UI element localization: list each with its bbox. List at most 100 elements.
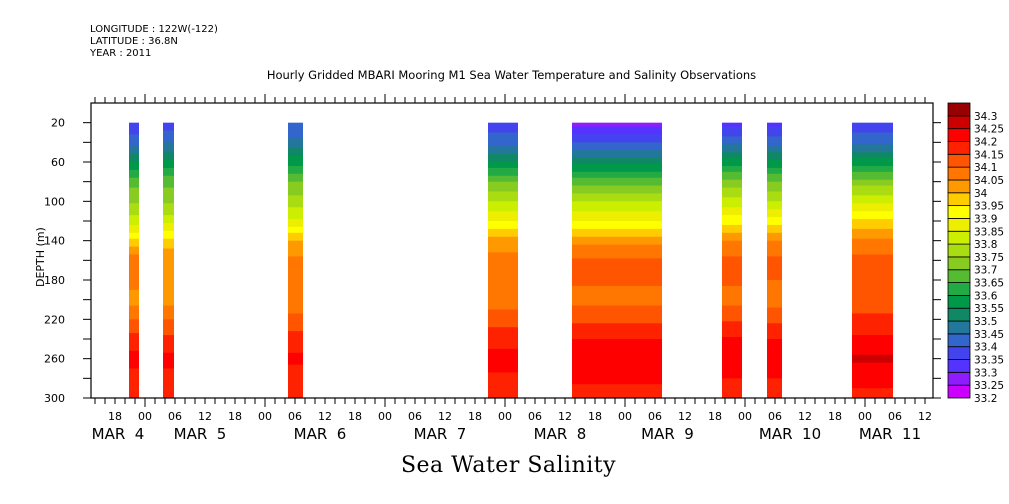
salinity-cell (572, 270, 662, 273)
colorbar-swatch (947, 282, 971, 296)
salinity-cell (722, 311, 742, 314)
colorbar-label: 34.25 (974, 124, 1004, 136)
salinity-cell (722, 211, 742, 214)
salinity-cell (722, 209, 742, 212)
salinity-cell (572, 350, 662, 354)
x-hour-label: 06 (528, 410, 542, 423)
salinity-cell (288, 232, 303, 236)
x-date-label: MAR 10 (759, 425, 821, 443)
colorbar-label: 33.2 (974, 393, 997, 405)
salinity-cell (767, 219, 782, 222)
salinity-cell (852, 305, 893, 309)
salinity-cell (767, 366, 782, 369)
colorbar-label: 33.45 (974, 329, 1004, 341)
salinity-cell (767, 246, 782, 250)
salinity-cell (488, 195, 518, 198)
salinity-cell (767, 185, 782, 189)
salinity-cell (288, 138, 303, 141)
salinity-cell (722, 289, 742, 293)
salinity-cell (488, 307, 518, 310)
salinity-cell (129, 138, 139, 141)
salinity-cell (852, 165, 893, 169)
salinity-cell (767, 189, 782, 192)
salinity-cell (767, 384, 782, 387)
salinity-cell (163, 234, 174, 238)
x-hour-label: 06 (888, 410, 902, 423)
salinity-cell (722, 283, 742, 287)
salinity-cell (767, 191, 782, 194)
salinity-cell (722, 246, 742, 250)
salinity-cell (767, 248, 782, 251)
salinity-cell (767, 295, 782, 299)
salinity-cell (572, 175, 662, 179)
salinity-cell (572, 148, 662, 151)
salinity-cell (288, 354, 303, 358)
salinity-cell (572, 156, 662, 159)
salinity-cell (288, 122, 303, 126)
salinity-cell (488, 199, 518, 202)
salinity-cell (129, 392, 139, 395)
salinity-cell (488, 340, 518, 344)
salinity-cell (767, 124, 782, 128)
salinity-cell (767, 339, 782, 342)
salinity-cell (488, 368, 518, 371)
salinity-cell (722, 394, 742, 397)
salinity-cell (129, 366, 139, 369)
salinity-cell (852, 199, 893, 202)
salinity-cell (572, 380, 662, 383)
salinity-cell (163, 323, 174, 326)
salinity-cell (722, 140, 742, 143)
salinity-cell (129, 299, 139, 303)
salinity-cell (767, 278, 782, 281)
y-tick-label: 140 (44, 235, 65, 248)
salinity-cell (722, 197, 742, 200)
salinity-cell (767, 297, 782, 301)
salinity-cell (572, 386, 662, 389)
salinity-cell (129, 325, 139, 328)
salinity-cell (572, 388, 662, 391)
salinity-cell (572, 299, 662, 303)
salinity-cell (163, 144, 174, 147)
salinity-cell (767, 128, 782, 132)
salinity-cell (129, 348, 139, 352)
salinity-cell (572, 217, 662, 220)
salinity-cell (488, 352, 518, 356)
salinity-cell (163, 366, 174, 369)
salinity-cell (722, 384, 742, 387)
salinity-cell (163, 358, 174, 362)
salinity-cell (288, 213, 303, 216)
salinity-cell (852, 234, 893, 238)
salinity-cell (722, 370, 742, 373)
salinity-cell (767, 244, 782, 248)
salinity-cell (722, 183, 742, 187)
salinity-cell (129, 163, 139, 167)
salinity-cell (767, 162, 782, 165)
salinity-cell (852, 295, 893, 299)
salinity-cell (767, 130, 782, 133)
colorbar-label: 33.7 (974, 265, 997, 277)
salinity-cell (852, 163, 893, 167)
salinity-cell (488, 138, 518, 141)
salinity-cell (722, 329, 742, 332)
salinity-cell (767, 132, 782, 135)
salinity-cell (852, 394, 893, 397)
salinity-cell (163, 213, 174, 216)
salinity-cell (288, 199, 303, 202)
salinity-cell (852, 177, 893, 181)
salinity-cell (129, 368, 139, 371)
salinity-cell (722, 327, 742, 330)
salinity-cell (129, 201, 139, 204)
salinity-cell (852, 380, 893, 383)
salinity-cell (163, 226, 174, 230)
salinity-cell (288, 203, 303, 206)
salinity-cell (572, 128, 662, 132)
salinity-cell (767, 356, 782, 360)
salinity-cell (767, 154, 782, 157)
salinity-cell (852, 342, 893, 346)
salinity-cell (288, 342, 303, 346)
salinity-cell (288, 207, 303, 210)
salinity-cell (163, 236, 174, 240)
salinity-cell (722, 244, 742, 248)
salinity-cell (767, 160, 782, 163)
salinity-cell (488, 203, 518, 206)
